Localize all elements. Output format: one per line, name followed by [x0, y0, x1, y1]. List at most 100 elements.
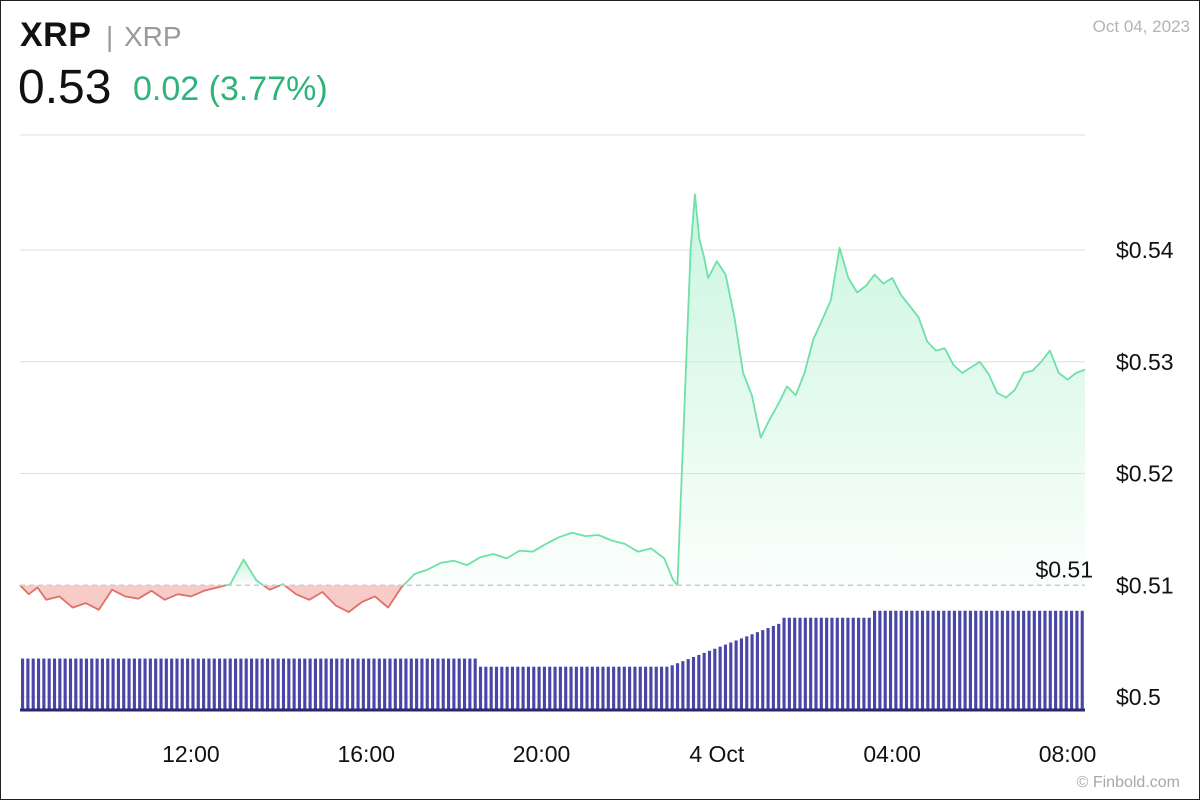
volume-bar: [212, 658, 216, 711]
volume-bar: [878, 610, 882, 711]
x-tick-label: 04:00: [863, 741, 921, 767]
volume-bar: [601, 666, 605, 711]
volume-bar: [819, 617, 823, 711]
volume-bar: [718, 646, 722, 711]
volume-bar: [649, 666, 653, 711]
volume-bar: [415, 658, 419, 711]
volume-bar: [723, 644, 728, 711]
volume-bar: [910, 610, 914, 711]
volume-bar: [63, 658, 67, 711]
volume-bar: [904, 610, 909, 711]
volume-bar: [984, 610, 988, 711]
volume-bar: [660, 666, 664, 711]
volume-bar: [308, 658, 312, 711]
volume-bar: [867, 617, 871, 711]
volume-bar: [1016, 610, 1020, 711]
volume-bar: [761, 630, 765, 711]
volume-bar: [809, 617, 813, 711]
volume-bar: [239, 658, 243, 711]
volume-bar: [383, 658, 387, 711]
volume-bar: [920, 610, 925, 711]
volume-bar: [420, 658, 424, 711]
x-tick-label: 16:00: [337, 741, 395, 767]
volume-bar: [936, 610, 941, 711]
volume-bar: [979, 610, 983, 711]
volume-bar: [729, 642, 733, 711]
volume-bar: [990, 610, 994, 711]
volume-bar: [617, 666, 621, 711]
volume-bar: [510, 666, 515, 711]
volume-bar: [787, 617, 791, 711]
chart-date: Oct 04, 2023: [1092, 17, 1190, 36]
volume-bar: [713, 648, 717, 711]
volume-bar: [686, 659, 690, 711]
volume-bar: [26, 658, 30, 711]
volume-bar: [564, 666, 568, 711]
volume-bar: [803, 617, 807, 711]
gain-area: [403, 194, 1085, 586]
volume-bar: [1064, 610, 1068, 711]
volume-bar: [638, 666, 642, 711]
volume-bar: [1054, 610, 1058, 711]
x-tick-label: 08:00: [1039, 741, 1097, 767]
volume-bar: [159, 658, 163, 711]
volume-bar: [367, 658, 371, 711]
volume-bar: [782, 617, 786, 711]
gain-line: [402, 193, 1086, 587]
volume-bar: [186, 658, 190, 711]
volume-bar: [739, 638, 743, 711]
volume-bar: [228, 658, 232, 711]
loss-line: [262, 584, 281, 591]
volume-bar: [851, 617, 855, 711]
volume-bar: [356, 658, 360, 711]
volume-bar: [750, 634, 754, 711]
volume-bar: [100, 658, 104, 711]
volume-bar: [1022, 610, 1026, 711]
volume-bar: [484, 666, 488, 711]
current-price: 0.53: [18, 61, 112, 114]
asset-symbol: XRP: [20, 16, 92, 54]
volume-bar: [388, 658, 392, 711]
volume-bar: [468, 658, 472, 711]
y-tick-label: $0.54: [1116, 237, 1174, 263]
y-tick-label: $0.5: [1116, 684, 1161, 710]
volume-bar: [52, 658, 57, 711]
volume-bar: [303, 658, 307, 711]
volume-bar: [873, 610, 877, 711]
title-separator: |: [106, 21, 114, 52]
volume-bar: [628, 666, 632, 711]
volume-bar: [223, 658, 227, 711]
volume-bar: [963, 610, 967, 711]
volume-bar: [122, 658, 126, 711]
volume-bar: [1038, 610, 1042, 711]
volume-bar: [319, 658, 323, 711]
volume-bar: [899, 610, 903, 711]
volume-bar: [926, 610, 930, 711]
volume-bar: [58, 658, 62, 711]
volume-bar: [505, 666, 509, 711]
volume-bar: [1000, 610, 1004, 711]
volume-bar: [596, 666, 600, 711]
volume-bar: [79, 658, 83, 711]
baseline-label: $0.51: [1035, 556, 1093, 582]
x-tick-label: 12:00: [162, 741, 220, 767]
volume-bar: [814, 617, 818, 711]
volume-bar: [888, 610, 893, 711]
volume-bar: [1059, 610, 1063, 711]
volume-bar: [574, 666, 578, 711]
volume-bar: [255, 658, 259, 711]
volume-bar: [340, 658, 344, 711]
loss-line: [19, 584, 227, 611]
volume-bar: [335, 658, 339, 711]
x-tick-label: 4 Oct: [689, 741, 745, 767]
price-change: 0.02 (3.77%): [133, 70, 328, 108]
volume-bar: [830, 617, 834, 711]
volume-bar: [958, 610, 962, 711]
volume-bar: [234, 658, 238, 711]
volume-bar: [606, 666, 610, 711]
loss-area: [284, 585, 404, 613]
volume-bar: [271, 658, 275, 711]
volume-bar: [532, 666, 536, 711]
watermark: © Finbold.com: [1076, 774, 1180, 791]
volume-bar: [249, 658, 254, 711]
